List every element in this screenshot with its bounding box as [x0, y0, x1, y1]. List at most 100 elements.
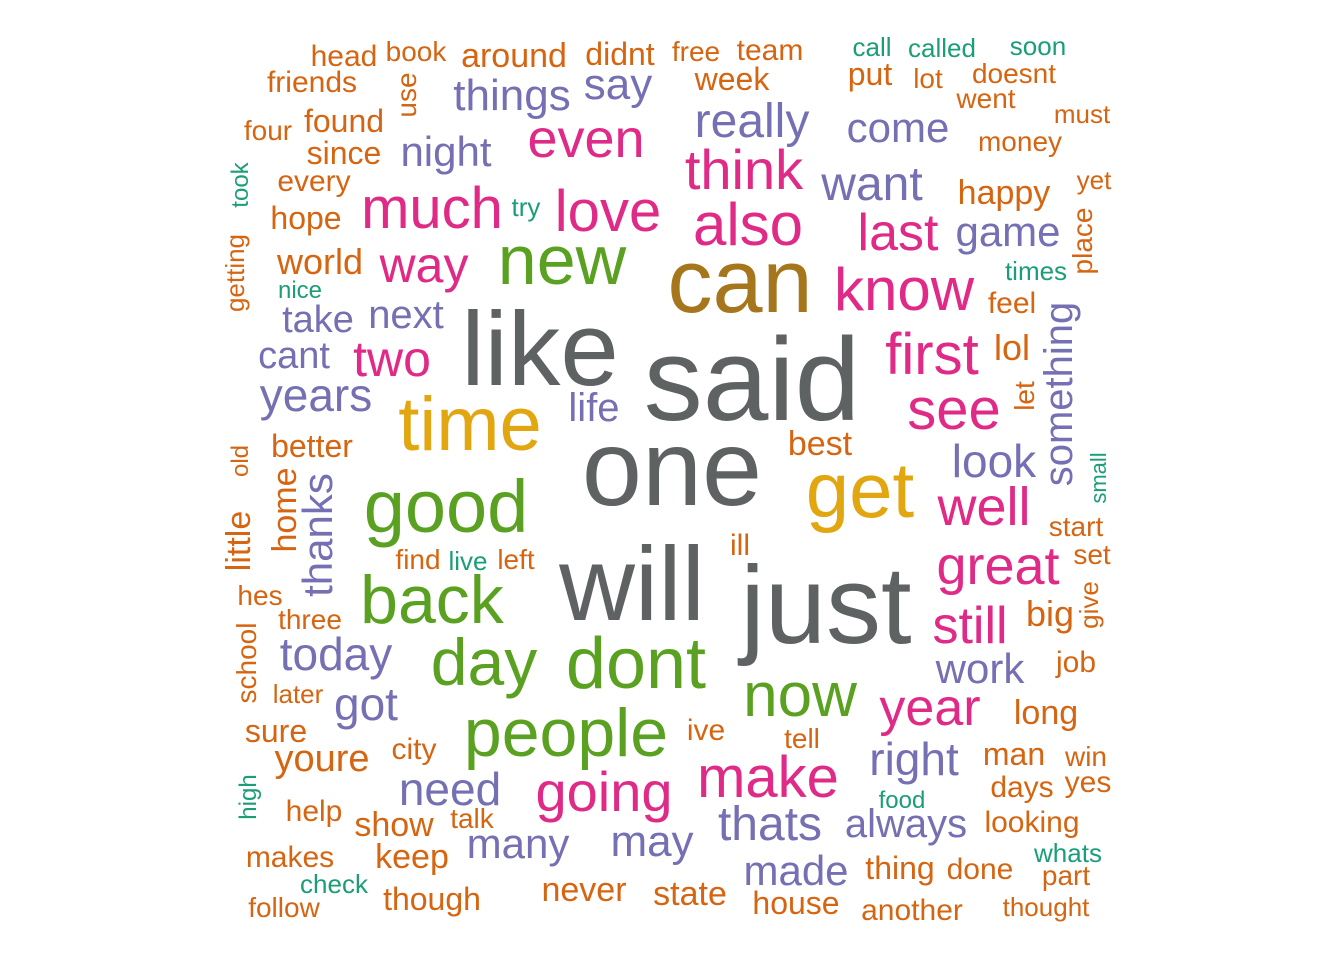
- word-around: around: [461, 37, 567, 75]
- word-game: game: [955, 208, 1060, 255]
- word-want: want: [820, 158, 922, 211]
- word-talk: talk: [450, 803, 495, 834]
- word-people: people: [464, 695, 668, 771]
- word-soon: soon: [1010, 31, 1066, 61]
- word-yet: yet: [1077, 165, 1112, 195]
- word-four: four: [244, 115, 292, 146]
- word-house: house: [752, 885, 839, 921]
- word-youre: youre: [274, 738, 369, 780]
- word-state: state: [653, 875, 727, 913]
- word-still: still: [932, 597, 1007, 655]
- word-much: much: [361, 176, 503, 241]
- word-use: use: [391, 72, 422, 117]
- word-hope: hope: [270, 200, 341, 236]
- word-head: head: [311, 40, 378, 73]
- word-made: made: [743, 847, 848, 894]
- word-things: things: [453, 71, 570, 120]
- word-new: new: [498, 221, 627, 299]
- word-work: work: [935, 645, 1026, 692]
- word-hes: hes: [237, 580, 282, 611]
- word-took: took: [227, 161, 254, 207]
- word-see: see: [907, 377, 1001, 442]
- word-old: old: [227, 445, 254, 477]
- word-also: also: [693, 191, 803, 258]
- word-well: well: [936, 477, 1030, 537]
- word-place: place: [1067, 208, 1098, 275]
- word-start: start: [1049, 511, 1104, 542]
- word-may: may: [610, 817, 693, 866]
- word-look: look: [952, 435, 1037, 487]
- word-doesnt: doesnt: [972, 58, 1056, 89]
- word-whats: whats: [1033, 838, 1102, 868]
- word-sure: sure: [245, 713, 307, 749]
- word-need: need: [399, 763, 501, 815]
- word-friends: friends: [267, 66, 357, 99]
- word-give: give: [1074, 581, 1104, 629]
- word-say: say: [584, 60, 652, 109]
- word-let: let: [1009, 381, 1040, 411]
- word-since: since: [307, 135, 382, 171]
- word-keep: keep: [375, 838, 449, 876]
- word-better: better: [271, 428, 353, 464]
- word-know: know: [834, 256, 975, 323]
- word-set: set: [1073, 539, 1111, 570]
- word-take: take: [282, 299, 354, 341]
- word-feel: feel: [988, 287, 1036, 320]
- word-money: money: [978, 126, 1062, 157]
- word-follow: follow: [248, 892, 320, 923]
- word-day: day: [431, 625, 537, 699]
- word-put: put: [848, 56, 893, 92]
- word-make: make: [697, 745, 839, 810]
- word-last: last: [858, 204, 939, 262]
- word-yes: yes: [1065, 766, 1112, 799]
- word-try: try: [512, 192, 541, 222]
- word-times: times: [1005, 256, 1067, 286]
- word-happy: happy: [958, 174, 1051, 212]
- word-team: team: [737, 34, 804, 67]
- word-lol: lol: [994, 327, 1030, 368]
- word-never: never: [541, 871, 626, 909]
- word-year: year: [879, 679, 980, 737]
- word-days: days: [990, 771, 1053, 804]
- word-nice: nice: [278, 277, 322, 304]
- word-something: something: [1037, 302, 1081, 487]
- word-night: night: [400, 128, 491, 175]
- word-back: back: [360, 562, 505, 638]
- word-cant: cant: [258, 335, 330, 377]
- word-good: good: [364, 465, 529, 548]
- word-makes: makes: [246, 841, 334, 874]
- word-went: went: [955, 83, 1015, 114]
- word-one: one: [582, 407, 762, 528]
- word-must: must: [1054, 99, 1111, 129]
- word-another: another: [861, 894, 963, 927]
- word-time: time: [398, 382, 542, 467]
- word-right: right: [869, 733, 959, 785]
- word-ive: ive: [687, 714, 725, 747]
- word-show: show: [354, 806, 434, 844]
- word-best: best: [788, 425, 853, 463]
- word-win: win: [1064, 741, 1107, 772]
- word-thats: thats: [718, 798, 822, 851]
- word-thought: thought: [1003, 892, 1091, 922]
- word-tell: tell: [784, 723, 820, 754]
- word-food: food: [879, 787, 926, 814]
- word-didnt: didnt: [585, 36, 655, 72]
- word-think: think: [685, 138, 804, 201]
- word-find: find: [395, 544, 440, 575]
- word-getting: getting: [220, 234, 250, 312]
- word-small: small: [1086, 452, 1111, 503]
- word-called: called: [908, 33, 976, 63]
- word-even: even: [527, 109, 644, 169]
- word-help: help: [286, 795, 343, 828]
- word-ill: ill: [730, 529, 750, 562]
- word-will: will: [558, 526, 705, 643]
- word-later: later: [273, 679, 324, 709]
- word-long: long: [1014, 694, 1078, 732]
- word-always: always: [845, 802, 967, 846]
- word-big: big: [1026, 593, 1074, 634]
- word-call: call: [852, 32, 891, 62]
- word-today: today: [280, 628, 393, 680]
- word-first: first: [885, 322, 978, 387]
- word-love: love: [555, 179, 661, 244]
